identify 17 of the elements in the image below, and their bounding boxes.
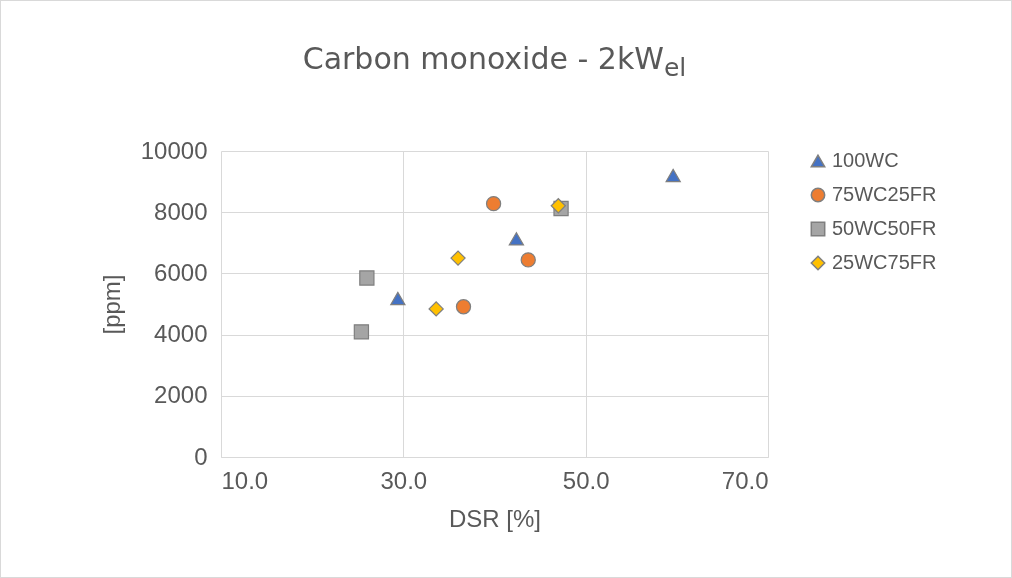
y-axis-title: [ppm] xyxy=(97,274,125,335)
y-tick-label: 2000 xyxy=(154,381,208,409)
y-tick-label: 0 xyxy=(194,442,208,470)
legend-label: 75WC25FR xyxy=(832,183,937,205)
x-tick-label: 10.0 xyxy=(221,466,269,494)
y-tick-label: 4000 xyxy=(154,320,208,348)
x-tick-label: 70.0 xyxy=(721,466,769,494)
x-tick-label: 50.0 xyxy=(562,466,610,494)
legend-label: 50WC50FR xyxy=(832,217,937,239)
x-tick-label: 30.0 xyxy=(380,466,428,494)
y-tick-label: 8000 xyxy=(154,197,208,225)
y-tick-label: 10000 xyxy=(140,136,208,164)
x-axis-title: DSR [%] xyxy=(448,504,542,532)
chart-title: Carbon monoxide - 2kW$_{el}$ xyxy=(301,41,688,82)
legend-label: 25WC75FR xyxy=(832,251,937,273)
y-tick-label: 6000 xyxy=(154,258,208,286)
legend-label: 100WC xyxy=(832,149,899,171)
